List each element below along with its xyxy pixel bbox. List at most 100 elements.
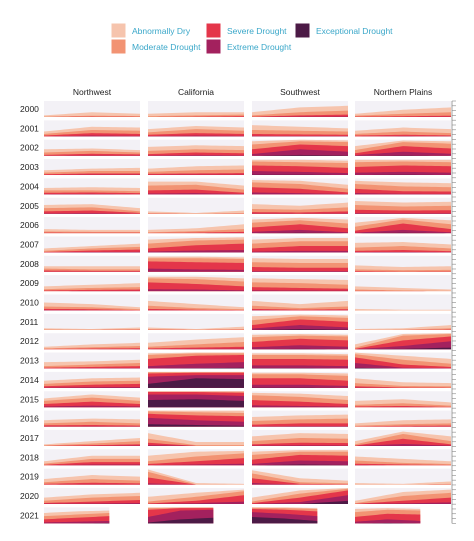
legend-label-abnormally-dry: Abnormally Dry — [132, 26, 191, 36]
area-moderate-drought — [355, 112, 451, 117]
cell-background — [44, 217, 140, 234]
cell-california-2017 — [148, 429, 244, 446]
area-abnormally-dry — [355, 481, 451, 485]
area-extreme-drought — [355, 193, 451, 195]
area-severe-drought — [44, 270, 140, 272]
year-label-2003: 2003 — [20, 162, 39, 172]
cell-northwest-2019 — [44, 468, 140, 485]
area-severe-drought — [252, 114, 348, 117]
cell-southwest-2018 — [252, 449, 348, 466]
cell-northwest-2010 — [44, 294, 140, 311]
cell-northwest-2014 — [44, 371, 140, 388]
cell-northern-plains-2006 — [355, 217, 451, 234]
cell-northern-plains-2001 — [355, 120, 451, 137]
year-label-2020: 2020 — [20, 491, 39, 501]
area-severe-drought — [148, 442, 244, 446]
cell-northern-plains-2021 — [355, 507, 421, 524]
cell-northwest-2001 — [44, 120, 140, 137]
year-label-2017: 2017 — [20, 433, 39, 443]
area-severe-drought — [252, 187, 348, 195]
area-severe-drought — [148, 243, 244, 253]
area-abnormally-dry — [355, 325, 451, 330]
area-abnormally-dry — [148, 210, 244, 214]
area-severe-drought — [44, 308, 140, 311]
area-severe-drought — [355, 425, 451, 427]
area-severe-drought — [355, 271, 451, 272]
cell-northwest-2020 — [44, 488, 140, 504]
cell-northern-plains-2015 — [355, 391, 451, 408]
area-severe-drought — [44, 366, 140, 369]
cell-northern-plains-2000 — [355, 101, 451, 117]
cell-california-2006 — [148, 217, 244, 234]
area-extreme-drought — [355, 171, 451, 176]
cell-northwest-2007 — [44, 236, 140, 253]
cell-northern-plains-2013 — [355, 352, 451, 369]
legend: Abnormally Dry Moderate Drought Severe Dro… — [111, 23, 393, 54]
cell-california-2013 — [148, 352, 244, 369]
area-moderate-drought — [355, 269, 451, 272]
area-extreme-drought — [44, 520, 110, 524]
area-severe-drought — [252, 423, 348, 427]
year-label-2009: 2009 — [20, 278, 39, 288]
region-label-northwest: Northwest — [73, 87, 112, 97]
area-exceptional-drought — [148, 378, 244, 388]
cell-northwest-2017 — [44, 429, 140, 446]
year-label-2010: 2010 — [20, 298, 39, 308]
legend-swatch-exceptional-drought — [295, 23, 310, 38]
area-abnormally-dry — [148, 326, 244, 330]
area-severe-drought — [355, 438, 451, 446]
area-abnormally-dry — [44, 327, 140, 330]
area-extreme-drought — [252, 149, 348, 156]
area-extreme-drought — [252, 460, 348, 466]
area-severe-drought — [44, 444, 140, 446]
area-extreme-drought — [148, 268, 244, 272]
area-extreme-drought — [44, 212, 140, 214]
legend-swatch-moderate-drought — [111, 39, 126, 54]
area-moderate-drought — [355, 289, 451, 292]
cell-california-2021 — [148, 507, 214, 524]
area-severe-drought — [252, 478, 348, 485]
area-severe-drought — [355, 134, 451, 137]
cell-northern-plains-2011 — [355, 313, 451, 330]
year-label-2006: 2006 — [20, 220, 39, 230]
area-moderate-drought — [44, 115, 140, 117]
cell-northern-plains-2016 — [355, 410, 451, 427]
area-extreme-drought — [252, 495, 348, 504]
area-extreme-drought — [355, 229, 451, 234]
area-moderate-drought — [355, 483, 451, 485]
area-severe-drought — [148, 152, 244, 156]
area-severe-drought — [44, 348, 140, 350]
cell-southwest-2009 — [252, 275, 348, 292]
area-exceptional-drought — [355, 347, 451, 350]
cell-california-2018 — [148, 449, 244, 466]
area-extreme-drought — [44, 464, 140, 466]
cell-northwest-2018 — [44, 449, 140, 466]
area-extreme-drought — [355, 502, 451, 504]
year-label-2008: 2008 — [20, 259, 39, 269]
cell-southwest-2015 — [252, 391, 348, 408]
cell-background — [44, 313, 140, 330]
cell-california-2009 — [148, 275, 244, 292]
cell-northwest-2000 — [44, 101, 140, 117]
drought-grid — [44, 101, 451, 524]
area-extreme-drought — [355, 362, 451, 369]
cell-california-2014 — [148, 371, 244, 388]
legend-swatch-abnormally-dry — [111, 23, 126, 38]
cell-southwest-2005 — [252, 197, 348, 214]
area-moderate-drought — [148, 438, 244, 446]
cell-california-2007 — [148, 236, 244, 253]
cell-northern-plains-2007 — [355, 236, 451, 253]
area-severe-drought — [148, 189, 244, 195]
area-exceptional-drought — [148, 424, 244, 427]
year-label-2016: 2016 — [20, 414, 39, 424]
area-severe-drought — [44, 249, 140, 253]
cell-southwest-2000 — [252, 101, 348, 117]
area-severe-drought — [148, 308, 244, 311]
cell-southwest-2010 — [252, 294, 348, 311]
area-moderate-drought — [148, 329, 244, 330]
cell-california-2001 — [148, 120, 244, 137]
cell-california-2012 — [148, 333, 244, 350]
area-exceptional-drought — [355, 367, 451, 369]
area-extreme-drought — [148, 250, 244, 253]
area-severe-drought — [148, 231, 244, 234]
